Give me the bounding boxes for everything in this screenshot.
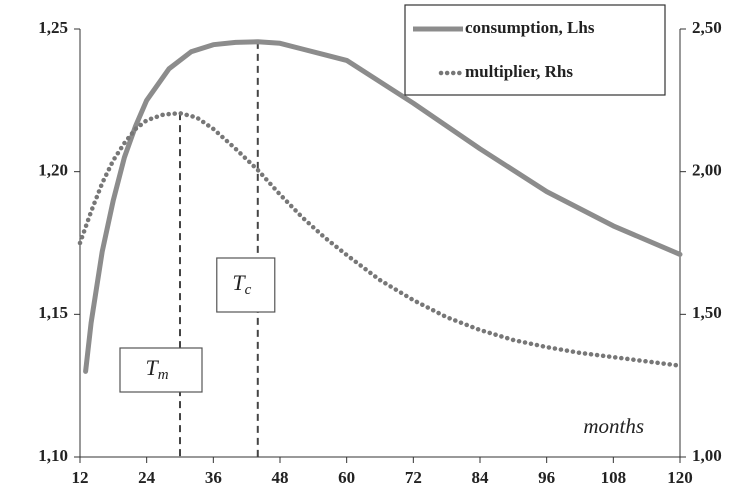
legend-box [404,4,666,96]
x-tick-label: 12 [72,468,89,487]
y2-tick-label: 1,50 [692,303,722,322]
annotation-subscript: c [245,282,252,298]
x-tick-label: 108 [601,468,627,487]
annotation-letter: T [145,355,159,380]
x-tick-label: 36 [205,468,222,487]
annotation-box [216,257,276,313]
x-tick-label: 60 [338,468,355,487]
series-line [77,110,683,368]
annotation-label: Tm [145,355,168,383]
series-line [83,39,683,374]
y-tick-label: 1,15 [38,303,68,322]
y2-tick-label: 2,50 [692,18,722,37]
annotation-subscript: m [158,367,169,383]
x-tick-label: 96 [538,468,555,487]
x-tick-label: 84 [472,468,490,487]
y-tick-label: 1,10 [38,446,68,465]
x-tick-label: 72 [405,468,422,487]
y2-tick-label: 2,00 [692,161,722,180]
annotation-letter: T [232,270,246,295]
x-axis-label: months [583,414,644,438]
x-tick-label: 48 [272,468,289,487]
annotation-box [119,347,203,393]
annotation-label: Tc [232,270,251,298]
x-tick-label: 24 [138,468,156,487]
legend-label: multiplier, Rhs [465,62,573,81]
y2-tick-label: 1,00 [692,446,722,465]
legend-label: consumption, Lhs [465,18,595,37]
y-tick-label: 1,20 [38,161,68,180]
y-tick-label: 1,25 [38,18,68,37]
x-tick-label: 120 [667,468,693,487]
